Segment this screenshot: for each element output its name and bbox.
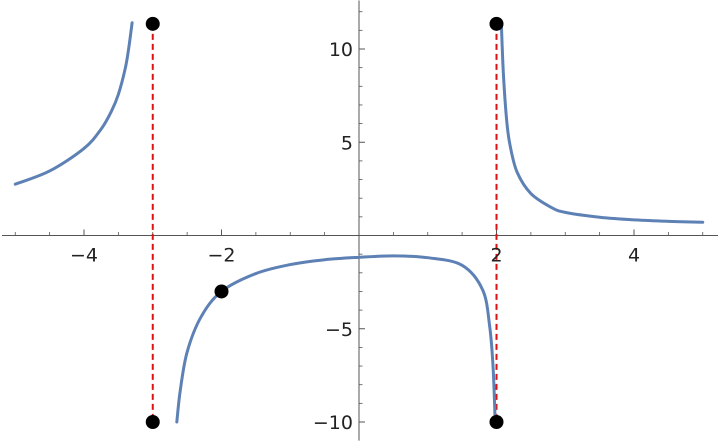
x-tick-label: −2 — [207, 245, 235, 267]
data-point — [489, 415, 504, 429]
data-point — [145, 16, 160, 31]
asymptotes — [151, 23, 498, 422]
data-point — [145, 415, 160, 429]
y-tick-label: −5 — [325, 319, 353, 341]
data-point — [214, 284, 229, 299]
y-tick-label: 10 — [329, 39, 353, 61]
y-tick-label: −10 — [313, 412, 353, 434]
x-tick-label: 4 — [628, 245, 640, 267]
y-tick-label: 5 — [341, 132, 353, 154]
tick-labels: −4 −2 2 4 −10 −5 5 10 — [70, 39, 640, 434]
data-point — [489, 16, 504, 31]
x-tick-label: −4 — [70, 245, 98, 267]
curve — [13, 21, 705, 424]
curve-segment — [499, 21, 705, 224]
x-tick-label: 2 — [490, 245, 502, 267]
curve-segment — [175, 254, 497, 424]
curve-segment — [13, 21, 134, 186]
points — [145, 16, 504, 429]
